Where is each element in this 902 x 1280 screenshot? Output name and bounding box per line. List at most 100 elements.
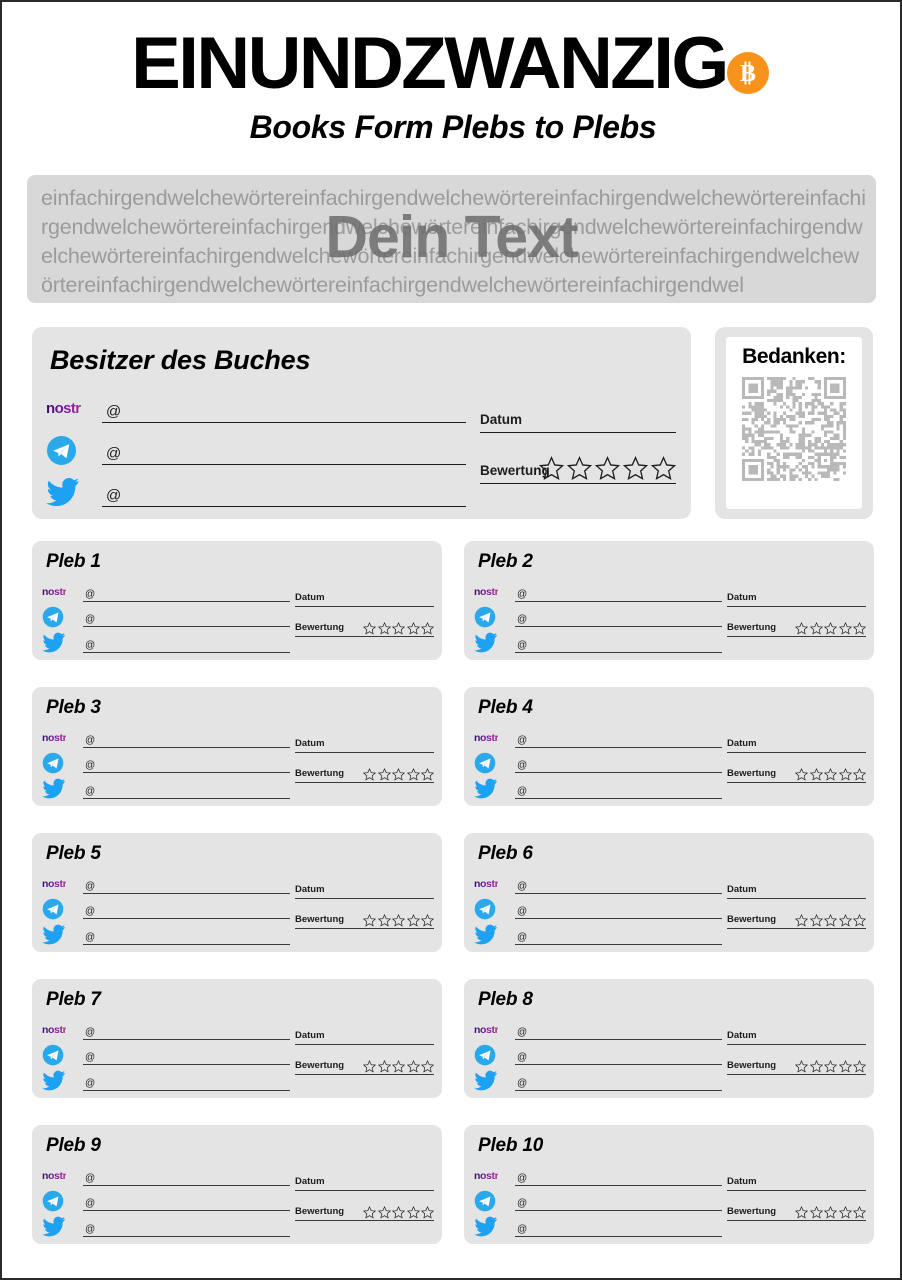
pleb-telegram-input[interactable] [83, 918, 290, 919]
pleb-twitter-input[interactable] [515, 943, 722, 945]
pleb-telegram-input[interactable] [83, 1210, 290, 1211]
pleb-date-row[interactable]: Datum [295, 1165, 434, 1191]
star-icon[interactable] [809, 1060, 823, 1073]
pleb-nostr-input[interactable] [83, 600, 290, 602]
pleb-rating-row[interactable]: Bewertung [295, 757, 434, 783]
star-icon[interactable] [838, 1060, 852, 1073]
star-icon[interactable] [853, 914, 866, 927]
pleb-rating-stars[interactable] [363, 1206, 434, 1219]
star-icon[interactable] [392, 914, 405, 927]
star-icon[interactable] [838, 1206, 852, 1219]
pleb-nostr-input[interactable] [83, 1184, 290, 1186]
star-icon[interactable] [363, 1206, 376, 1219]
star-icon[interactable] [651, 456, 676, 481]
pleb-field-nostr[interactable]: nostr @ [474, 1017, 722, 1043]
pleb-rating-stars[interactable] [795, 1060, 866, 1073]
pleb-rating-row[interactable]: Bewertung [295, 1049, 434, 1075]
pleb-telegram-input[interactable] [515, 626, 722, 627]
owner-field-twitter[interactable]: @ [46, 471, 466, 513]
star-icon[interactable] [406, 622, 420, 635]
pleb-telegram-input[interactable] [515, 1210, 722, 1211]
star-icon[interactable] [392, 1206, 405, 1219]
pleb-field-nostr[interactable]: nostr @ [42, 579, 290, 605]
pleb-field-nostr[interactable]: nostr @ [42, 1017, 290, 1043]
pleb-rating-row[interactable]: Bewertung [727, 903, 866, 929]
pleb-rating-stars[interactable] [795, 622, 866, 635]
owner-date-row[interactable]: Datum [480, 389, 676, 433]
star-icon[interactable] [406, 914, 420, 927]
star-icon[interactable] [824, 768, 837, 781]
star-icon[interactable] [795, 1206, 808, 1219]
pleb-twitter-input[interactable] [83, 943, 290, 945]
star-icon[interactable] [363, 914, 376, 927]
pleb-rating-row[interactable]: Bewertung [295, 611, 434, 637]
pleb-rating-row[interactable]: Bewertung [727, 1195, 866, 1221]
pleb-telegram-input[interactable] [83, 772, 290, 773]
pleb-rating-stars[interactable] [363, 1060, 434, 1073]
pleb-rating-stars[interactable] [363, 622, 434, 635]
owner-field-nostr[interactable]: nostr @ [46, 387, 466, 429]
star-icon[interactable] [392, 768, 405, 781]
star-icon[interactable] [809, 622, 823, 635]
pleb-rating-stars[interactable] [795, 1206, 866, 1219]
star-icon[interactable] [392, 1060, 405, 1073]
pleb-date-row[interactable]: Datum [295, 1019, 434, 1045]
pleb-twitter-input[interactable] [83, 797, 290, 799]
star-icon[interactable] [421, 1060, 434, 1073]
pleb-nostr-input[interactable] [515, 1184, 722, 1186]
star-icon[interactable] [795, 768, 808, 781]
pleb-rating-stars[interactable] [363, 914, 434, 927]
pleb-telegram-input[interactable] [515, 1064, 722, 1065]
qr-code[interactable] [742, 377, 846, 481]
pleb-field-nostr[interactable]: nostr @ [42, 871, 290, 897]
pleb-date-row[interactable]: Datum [727, 581, 866, 607]
pleb-twitter-input[interactable] [83, 1235, 290, 1237]
pleb-field-telegram[interactable]: @ [42, 897, 290, 923]
star-icon[interactable] [377, 1206, 391, 1219]
pleb-field-telegram[interactable]: @ [474, 605, 722, 631]
pleb-twitter-input[interactable] [515, 1089, 722, 1091]
star-icon[interactable] [377, 1060, 391, 1073]
pleb-field-nostr[interactable]: nostr @ [42, 1163, 290, 1189]
pleb-date-row[interactable]: Datum [727, 727, 866, 753]
star-icon[interactable] [377, 914, 391, 927]
star-icon[interactable] [853, 1060, 866, 1073]
star-icon[interactable] [795, 622, 808, 635]
pleb-rating-row[interactable]: Bewertung [295, 1195, 434, 1221]
star-icon[interactable] [824, 1060, 837, 1073]
pleb-nostr-input[interactable] [83, 892, 290, 894]
pleb-field-telegram[interactable]: @ [42, 1189, 290, 1215]
pleb-field-telegram[interactable]: @ [474, 1043, 722, 1069]
pleb-field-nostr[interactable]: nostr @ [42, 725, 290, 751]
star-icon[interactable] [421, 622, 434, 635]
pleb-field-nostr[interactable]: nostr @ [474, 871, 722, 897]
pleb-date-row[interactable]: Datum [295, 873, 434, 899]
pleb-rating-stars[interactable] [795, 768, 866, 781]
star-icon[interactable] [853, 1206, 866, 1219]
owner-field-telegram[interactable]: @ [46, 429, 466, 471]
star-icon[interactable] [795, 914, 808, 927]
star-icon[interactable] [392, 622, 405, 635]
pleb-nostr-input[interactable] [515, 892, 722, 894]
star-icon[interactable] [853, 622, 866, 635]
pleb-rating-stars[interactable] [795, 914, 866, 927]
pleb-field-twitter[interactable]: @ [42, 1068, 290, 1094]
pleb-rating-row[interactable]: Bewertung [727, 757, 866, 783]
star-icon[interactable] [809, 1206, 823, 1219]
star-icon[interactable] [838, 622, 852, 635]
star-icon[interactable] [539, 456, 564, 481]
star-icon[interactable] [421, 914, 434, 927]
pleb-rating-row[interactable]: Bewertung [727, 611, 866, 637]
pleb-telegram-input[interactable] [83, 626, 290, 627]
pleb-field-telegram[interactable]: @ [42, 1043, 290, 1069]
star-icon[interactable] [406, 1060, 420, 1073]
star-icon[interactable] [824, 1206, 837, 1219]
pleb-date-row[interactable]: Datum [295, 727, 434, 753]
owner-twitter-input[interactable] [102, 506, 466, 507]
pleb-rating-stars[interactable] [363, 768, 434, 781]
pleb-nostr-input[interactable] [83, 746, 290, 748]
pleb-twitter-input[interactable] [83, 1089, 290, 1091]
star-icon[interactable] [853, 768, 866, 781]
text-banner[interactable]: einfachirgendwelchewörtereinfachirgendwe… [27, 175, 876, 303]
pleb-telegram-input[interactable] [515, 772, 722, 773]
